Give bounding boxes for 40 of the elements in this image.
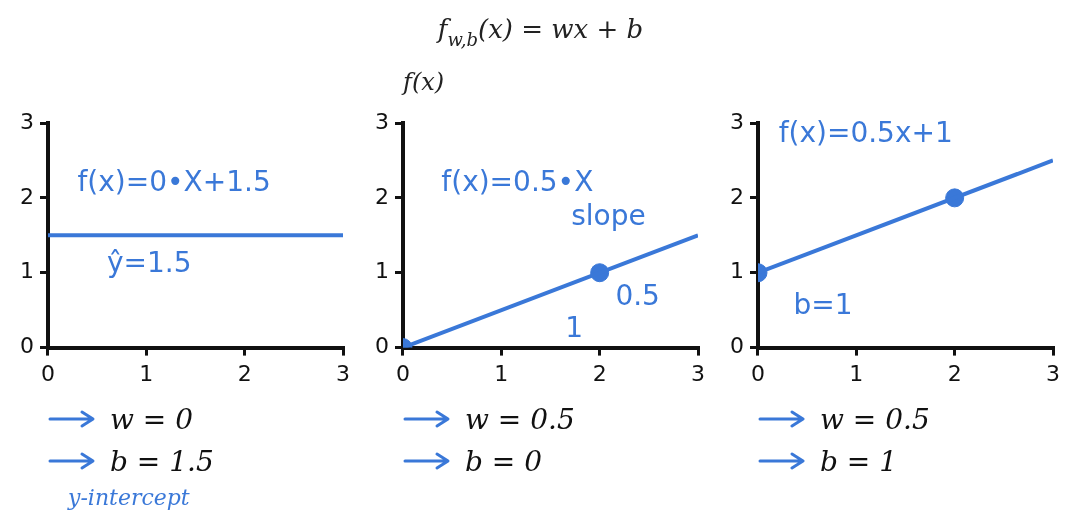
y-tick-label: 2 <box>20 183 34 209</box>
y-tick-label: 0 <box>375 333 389 359</box>
y-tick-label: 3 <box>20 108 34 134</box>
x-tick-label: 0 <box>396 360 410 386</box>
y-tick-label: 2 <box>375 183 389 209</box>
text: b = 1 <box>820 444 897 478</box>
text: w = 0 <box>110 402 194 436</box>
text: w = 0.5 <box>465 402 575 436</box>
text: b = 0 <box>465 444 542 478</box>
y-tick-label: 3 <box>730 108 744 134</box>
annotation: f(x)=0.5x+1 <box>778 115 953 149</box>
x-tick-label: 0 <box>41 360 55 386</box>
x-tick-label: 0 <box>751 360 765 386</box>
x-tick-label: 3 <box>691 360 705 386</box>
x-tick-label: 1 <box>139 360 154 386</box>
text: w = 0.5 <box>820 402 930 436</box>
y-tick-label: 2 <box>730 183 744 209</box>
annotation: slope <box>571 198 646 232</box>
text: y-intercept <box>68 484 190 510</box>
x-tick-label: 2 <box>592 360 607 386</box>
annotation: 0.5 <box>615 279 660 313</box>
annotation: b=1 <box>793 288 853 322</box>
y-tick-label: 1 <box>20 258 34 284</box>
y-tick-label: 1 <box>730 258 744 284</box>
y-tick-label: 3 <box>375 108 389 134</box>
annotation: ŷ=1.5 <box>107 245 192 279</box>
x-tick-label: 2 <box>947 360 962 386</box>
annotation: 1 <box>565 310 584 344</box>
annotation: f(x)=0•X+1.5 <box>77 164 271 198</box>
x-tick-label: 3 <box>1046 360 1060 386</box>
x-tick-label: 1 <box>494 360 509 386</box>
text: b = 1.5 <box>110 444 214 478</box>
y-tick-label: 1 <box>375 258 389 284</box>
x-tick-label: 2 <box>237 360 252 386</box>
x-tick-label: 3 <box>336 360 350 386</box>
annotation: f(x)=0.5•X <box>441 164 594 198</box>
y-tick-label: 0 <box>20 333 34 359</box>
y-tick-label: 0 <box>730 333 744 359</box>
y-axis-title: f(x) <box>401 68 445 96</box>
x-tick-label: 1 <box>849 360 864 386</box>
